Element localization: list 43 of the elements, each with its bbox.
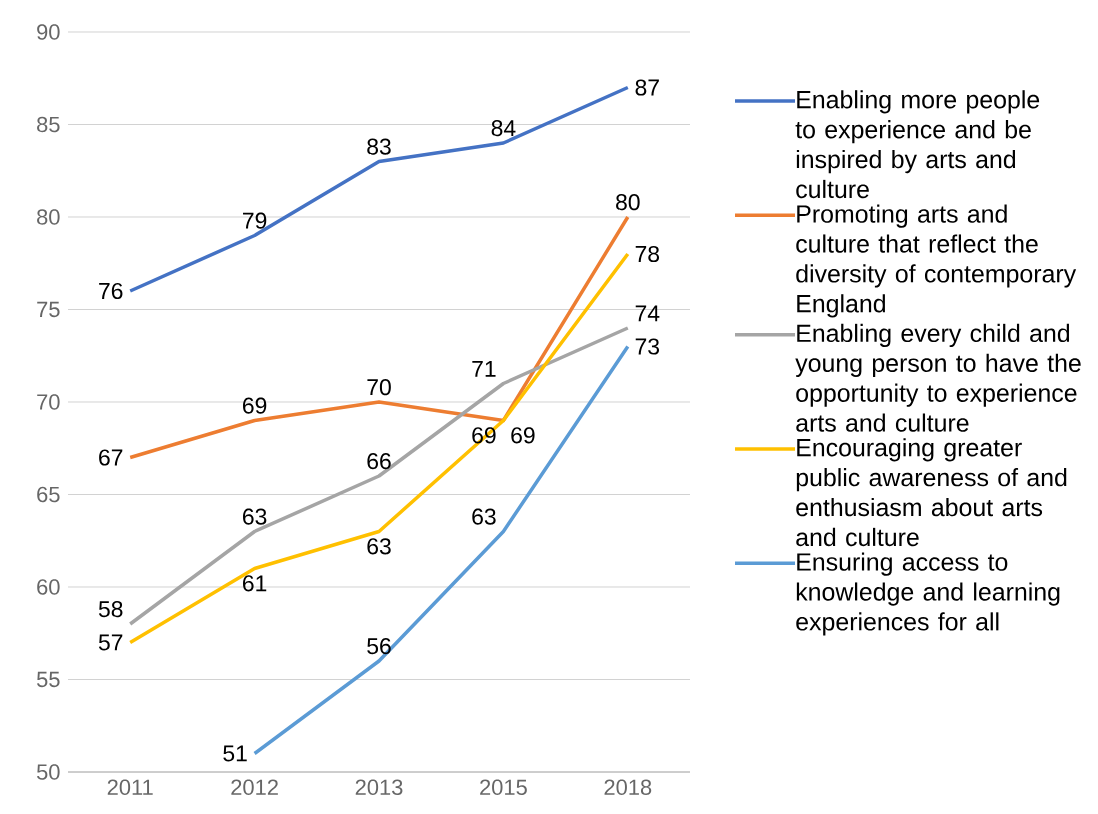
y-tick-label: 50 (36, 764, 60, 780)
legend-label: Encouraging greater public awareness of and enthusiasm about arts and culture (796, 438, 1067, 547)
data-label: 63 (243, 508, 267, 525)
data-label: 57 (98, 634, 123, 651)
legend-label: Promoting arts and culture that reflect the diversity of contemporary England (796, 204, 1077, 318)
x-tick-label: 2018 (604, 779, 652, 796)
data-label: 74 (635, 305, 660, 322)
y-tick-label: 90 (37, 24, 60, 40)
x-tick-label: 2013 (355, 779, 403, 796)
data-label: 70 (367, 379, 391, 396)
data-label: 67 (99, 449, 123, 466)
data-label: 80 (616, 194, 640, 211)
line-series (128, 326, 630, 626)
data-label: 71 (472, 360, 496, 377)
data-label: 83 (367, 138, 391, 155)
legend-label: Enabling every child and young person to have the opportunity to experience arts and culture (795, 323, 1081, 432)
data-label: 61 (243, 575, 267, 592)
data-label: 51 (223, 745, 247, 762)
y-tick-label: 60 (37, 579, 60, 595)
data-label: 73 (635, 338, 660, 355)
legend-label: Enabling more people to experience and be inspired by arts and culture (795, 90, 1040, 199)
x-tick-label: 2015 (480, 779, 527, 796)
y-tick-label: 65 (37, 486, 60, 503)
data-label: 56 (367, 638, 391, 655)
data-label: 76 (99, 282, 123, 300)
data-label: 69 (511, 427, 535, 444)
y-tick-label: 85 (37, 116, 60, 133)
data-label: 87 (635, 79, 659, 96)
y-tick-label: 55 (36, 671, 60, 688)
y-tick-label: 75 (37, 301, 60, 318)
data-label: 69 (243, 397, 267, 414)
data-label: 78 (635, 245, 660, 263)
data-label: 58 (98, 601, 123, 618)
data-label: 63 (472, 508, 496, 525)
legend-label: Ensuring access to knowledge and learning experiences for all (796, 552, 1060, 636)
y-tick-label: 80 (37, 209, 60, 225)
data-label: 63 (367, 538, 391, 555)
y-tick-label: 70 (37, 394, 60, 410)
data-label: 84 (491, 120, 516, 137)
data-label: 66 (367, 453, 391, 470)
data-label: 79 (243, 212, 267, 229)
x-tick-label: 2011 (107, 779, 153, 796)
x-tick-label: 2012 (231, 779, 278, 796)
